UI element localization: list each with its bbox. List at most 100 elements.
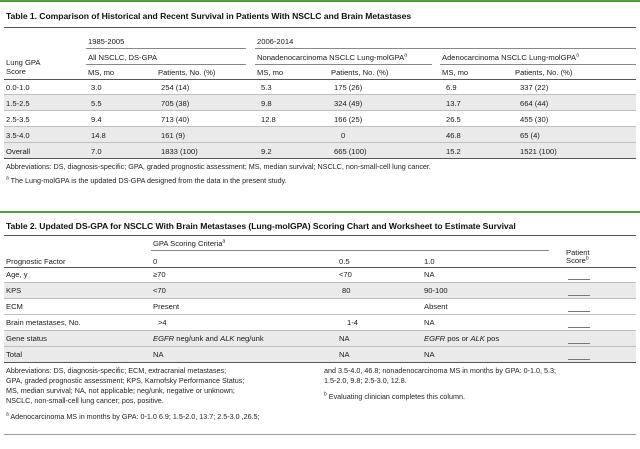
score-cell: 1.5-2.5 <box>6 99 30 108</box>
factor-cell: Total <box>6 350 23 359</box>
table2-footnote-a-cont2: 1.5-2.0, 9.8; 2.5-3.0, 12.8. <box>324 376 407 385</box>
table1-footnote-a: a The Lung-molGPA is the updated DS-GPA … <box>6 175 287 185</box>
table1-title: Table 1. Comparison of Historical and Re… <box>6 11 412 21</box>
col-patients-a: Patients, No. (%) <box>158 68 216 77</box>
row-divider <box>4 282 636 283</box>
score-0-cell: EGFR neg/unk and ALK neg/unk <box>153 334 264 343</box>
table2-row-shade <box>4 347 636 362</box>
col-patient-line1: Patient <box>566 248 590 257</box>
row-divider <box>4 142 636 143</box>
patients-cell: 664 (44) <box>520 99 549 108</box>
score-05-cell: <70 <box>339 270 352 279</box>
ms-cell: 14.8 <box>91 131 106 140</box>
group-b-label: Nonadenocarcinoma NSCLC Lung-molGPAa <box>257 52 407 62</box>
patients-cell: 254 (14) <box>161 83 190 92</box>
patients-cell: 324 (49) <box>334 99 363 108</box>
table2-footnote-a: a Adenocarcinoma MS in months by GPA: 0-… <box>6 411 260 421</box>
table1-header-rule <box>4 79 636 80</box>
ms-cell: 5.3 <box>261 83 272 92</box>
row-divider <box>4 298 636 299</box>
patients-cell: 166 (25) <box>334 115 363 124</box>
factor-cell: ECM <box>6 302 23 311</box>
ms-cell: 7.0 <box>91 147 102 156</box>
score-0-cell: Present <box>153 302 180 311</box>
group-a-rule <box>86 64 246 65</box>
patients-cell: 65 (4) <box>520 131 540 140</box>
patient-score-blank[interactable] <box>568 327 590 328</box>
ms-cell: 5.5 <box>91 99 102 108</box>
ms-cell: 3.0 <box>91 83 102 92</box>
table2-top-rule <box>0 211 640 213</box>
ms-cell: 15.2 <box>446 147 461 156</box>
group-b-rule <box>255 64 432 65</box>
ms-cell: 6.9 <box>446 83 457 92</box>
table2-abbrev-line3: MS, median survival; NA, not applicable;… <box>6 386 235 395</box>
score-0-cell: <70 <box>153 286 166 295</box>
table2-row-shade <box>4 331 636 346</box>
score-05-cell: 1-4 <box>347 318 358 327</box>
score-0-cell: ≥70 <box>153 270 166 279</box>
col-10: 1.0 <box>424 257 435 266</box>
col-patient-line2: Scoreb <box>566 255 589 265</box>
table1-title-rule <box>4 27 636 28</box>
patient-score-blank[interactable] <box>568 311 590 312</box>
score-cell: 0.0-1.0 <box>6 83 30 92</box>
row-header-line2: Score <box>6 67 26 76</box>
row-divider <box>4 94 636 95</box>
table2-title: Table 2. Updated DS-GPA for NSCLC With B… <box>6 221 516 231</box>
table2-footnote-b: b Evaluating clinician completes this co… <box>324 391 466 401</box>
patient-score-blank[interactable] <box>568 343 590 344</box>
score-cell: 2.5-3.5 <box>6 115 30 124</box>
patients-cell: 175 (26) <box>334 83 363 92</box>
patients-cell: 713 (40) <box>161 115 190 124</box>
group-a-label: All NSCLC, DS-GPA <box>88 53 158 62</box>
score-10-cell: Absent <box>424 302 448 311</box>
col-patients-c: Patients, No. (%) <box>515 68 573 77</box>
score-0-cell: >4 <box>158 318 167 327</box>
criteria-rule <box>151 250 549 251</box>
score-05-cell: 80 <box>342 286 351 295</box>
score-0-cell: NA <box>153 350 164 359</box>
ms-cell: 9.8 <box>261 99 272 108</box>
patients-cell: 161 (9) <box>161 131 186 140</box>
row-divider <box>4 346 636 347</box>
patient-score-blank[interactable] <box>568 295 590 296</box>
table2-abbrev-line4: NSCLC, non-small-cell lung cancer; pos, … <box>6 396 164 405</box>
row-divider <box>4 330 636 331</box>
factor-cell: Brain metastases, No. <box>6 318 81 327</box>
col-ms-b: MS, mo <box>257 68 284 77</box>
score-10-cell: 90-100 <box>424 286 448 295</box>
col-0: 0 <box>153 257 158 266</box>
score-05-cell: NA <box>339 334 350 343</box>
score-10-cell: EGFR pos or ALK pos <box>424 334 500 343</box>
patients-cell: 705 (38) <box>161 99 190 108</box>
ms-cell: 46.8 <box>446 131 461 140</box>
col-patients-b: Patients, No. (%) <box>331 68 389 77</box>
group-c-rule <box>440 64 636 65</box>
patients-cell: 1833 (100) <box>161 147 198 156</box>
ms-cell: 13.7 <box>446 99 461 108</box>
ms-cell: 12.8 <box>261 115 276 124</box>
factor-cell: KPS <box>6 286 22 295</box>
score-cell: 3.5-4.0 <box>6 131 30 140</box>
patient-score-blank[interactable] <box>568 359 590 360</box>
group-c-label: Adenocarcinoma NSCLC Lung-molGPAa <box>442 52 579 62</box>
factor-cell: Gene status <box>6 334 47 343</box>
row-divider <box>4 126 636 127</box>
col-ms-c: MS, mo <box>442 68 469 77</box>
ms-cell: 9.2 <box>261 147 272 156</box>
period-b-label: 2006-2014 <box>257 37 294 46</box>
patients-cell: 455 (30) <box>520 115 549 124</box>
table2-bottom-rule <box>4 362 636 363</box>
table2-title-rule <box>4 235 636 236</box>
score-cell: Overall <box>6 147 31 156</box>
score-10-cell: NA <box>424 318 435 327</box>
table2-header-rule <box>4 267 636 268</box>
table1-row-shade <box>4 143 636 158</box>
score-10-cell: NA <box>424 350 435 359</box>
row-divider <box>4 314 636 315</box>
patient-score-blank[interactable] <box>568 279 590 280</box>
period-a-label: 1985-2005 <box>88 37 125 46</box>
table1-row-shade <box>4 127 636 142</box>
table2-abbrev-line1: Abbreviations: DS, diagnosis-specific; E… <box>6 366 227 375</box>
